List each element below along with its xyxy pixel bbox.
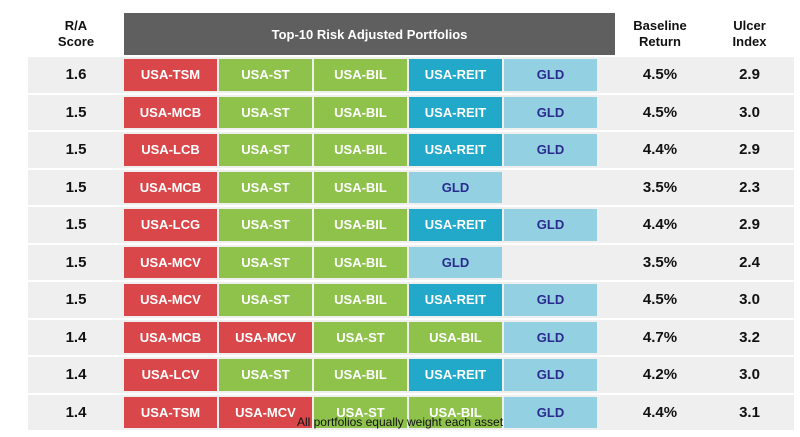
- baseline-return-value: 4.5%: [642, 103, 678, 121]
- baseline-return-header: Baseline Return: [633, 18, 687, 49]
- asset-cell: USA-ST: [219, 96, 312, 128]
- asset-cell: USA-MCB: [124, 96, 217, 128]
- table-row: 1.5 USA-MCV USA-ST USA-BIL GLD 3.5% 2.4: [28, 242, 794, 280]
- footer-note: All portfolios equally weight each asset: [296, 415, 504, 429]
- ra-score-value: 1.5: [65, 178, 87, 196]
- table-row: 1.5 USA-MCB USA-ST USA-BIL USA-REIT GLD 4.5% 3.…: [28, 92, 794, 130]
- asset-cell: USA-MCB: [124, 321, 217, 353]
- ra-score-value: 1.4: [65, 403, 87, 421]
- table-row: 1.6 USA-TSM USA-ST USA-BIL USA-REIT GLD 4.5% 2.…: [28, 55, 794, 93]
- asset-cell: USA-BIL: [314, 246, 407, 278]
- portfolio-table: R/A Score Top-10 Risk Adjusted Portfolio…: [28, 13, 794, 430]
- ulcer-index-value: 2.9: [739, 66, 760, 84]
- asset-cell: USA-REIT: [409, 134, 502, 166]
- ulcer-index-value: 3.0: [739, 366, 760, 384]
- asset-cell: USA-TSM: [124, 396, 217, 428]
- ulcer-index-value: 3.1: [739, 403, 760, 421]
- table-row: 1.4 USA-LCV USA-ST USA-BIL USA-REIT GLD 4.2% 3.…: [28, 355, 794, 393]
- asset-cell: USA-MCV: [219, 321, 312, 353]
- asset-cell: USA-BIL: [314, 171, 407, 203]
- ulcer-index-value: 3.0: [739, 103, 760, 121]
- ra-score-value: 1.5: [65, 141, 87, 159]
- asset-cell: USA-ST: [219, 59, 312, 91]
- asset-cell: USA-ST: [219, 171, 312, 203]
- table-row: 1.5 USA-MCB USA-ST USA-BIL GLD 3.5% 2.3: [28, 167, 794, 205]
- baseline-return-value: 4.4%: [642, 216, 678, 234]
- ulcer-index-value: 2.9: [739, 141, 760, 159]
- ulcer-index-value: 2.9: [739, 216, 760, 234]
- table-row: 1.5 USA-MCV USA-ST USA-BIL USA-REIT GLD 4.5% 3.…: [28, 280, 794, 318]
- asset-cell: USA-MCV: [124, 284, 217, 316]
- asset-cell: GLD: [504, 396, 597, 428]
- table-title: Top-10 Risk Adjusted Portfolios: [124, 13, 615, 55]
- asset-cell: USA-BIL: [314, 134, 407, 166]
- asset-cell: USA-BIL: [314, 284, 407, 316]
- asset-cell: USA-REIT: [409, 284, 502, 316]
- asset-cell: USA-LCG: [124, 209, 217, 241]
- ra-score-value: 1.5: [65, 291, 87, 309]
- baseline-return-value: 4.5%: [642, 291, 678, 309]
- asset-cell: USA-ST: [219, 359, 312, 391]
- asset-cell: GLD: [504, 321, 597, 353]
- asset-cell: USA-ST: [219, 134, 312, 166]
- asset-cell: USA-LCB: [124, 134, 217, 166]
- asset-cell: USA-REIT: [409, 209, 502, 241]
- baseline-return-value: 3.5%: [642, 253, 678, 271]
- ra-score-value: 1.6: [65, 66, 87, 84]
- asset-cell: USA-MCV: [219, 396, 312, 428]
- ulcer-index-value: 3.0: [739, 291, 760, 309]
- table-row: 1.4 USA-MCB USA-MCV USA-ST USA-BIL GLD 4.7% 3.2: [28, 317, 794, 355]
- asset-cell: GLD: [504, 96, 597, 128]
- asset-cell: USA-ST: [314, 396, 407, 428]
- asset-cell: GLD: [504, 134, 597, 166]
- asset-cell: USA-ST: [314, 321, 407, 353]
- asset-cell: USA-REIT: [409, 59, 502, 91]
- asset-cell: USA-ST: [219, 209, 312, 241]
- asset-cell: USA-REIT: [409, 359, 502, 391]
- asset-cell: USA-BIL: [314, 209, 407, 241]
- ra-score-value: 1.5: [65, 103, 87, 121]
- table-body: 1.6 USA-TSM USA-ST USA-BIL USA-REIT GLD 4.5% 2.…: [28, 55, 794, 430]
- asset-cell: USA-ST: [219, 284, 312, 316]
- table-row: 1.5 USA-LCB USA-ST USA-BIL USA-REIT GLD 4.4% 2.…: [28, 130, 794, 168]
- asset-cell: USA-TSM: [124, 59, 217, 91]
- ra-score-value: 1.4: [65, 328, 87, 346]
- ra-score-header: R/A Score: [57, 18, 95, 49]
- baseline-return-value: 3.5%: [642, 178, 678, 196]
- asset-cell: GLD: [504, 359, 597, 391]
- ra-score-value: 1.5: [65, 253, 87, 271]
- baseline-return-value: 4.5%: [642, 66, 678, 84]
- asset-cell: USA-MCV: [124, 246, 217, 278]
- ulcer-index-value: 3.2: [739, 328, 760, 346]
- asset-cell: GLD: [409, 171, 502, 203]
- asset-cell: GLD: [504, 284, 597, 316]
- asset-cell: USA-BIL: [314, 359, 407, 391]
- baseline-return-value: 4.4%: [642, 141, 678, 159]
- ra-score-value: 1.4: [65, 366, 87, 384]
- ulcer-index-header: Ulcer Index: [732, 18, 767, 49]
- ra-score-value: 1.5: [65, 216, 87, 234]
- asset-cell: GLD: [504, 209, 597, 241]
- asset-cell: USA-MCB: [124, 171, 217, 203]
- asset-cell: USA-BIL: [409, 321, 502, 353]
- asset-cell: USA-BIL: [314, 96, 407, 128]
- asset-cell: USA-LCV: [124, 359, 217, 391]
- asset-cell: USA-ST: [219, 246, 312, 278]
- table-row: 1.4 USA-TSM USA-MCV USA-ST USA-BIL GLD 4.4% 3.1: [28, 392, 794, 430]
- table-row: 1.5 USA-LCG USA-ST USA-BIL USA-REIT GLD 4.4% 2.…: [28, 205, 794, 243]
- table-header: R/A Score Top-10 Risk Adjusted Portfolio…: [28, 13, 794, 55]
- asset-cell: GLD: [409, 246, 502, 278]
- baseline-return-value: 4.7%: [642, 328, 678, 346]
- ulcer-index-value: 2.4: [739, 253, 760, 271]
- ulcer-index-value: 2.3: [739, 178, 760, 196]
- baseline-return-value: 4.2%: [642, 366, 678, 384]
- asset-cell: USA-REIT: [409, 96, 502, 128]
- asset-cell: GLD: [504, 59, 597, 91]
- asset-cell: USA-BIL: [314, 59, 407, 91]
- asset-cell: USA-BIL: [409, 396, 502, 428]
- baseline-return-value: 4.4%: [642, 403, 678, 421]
